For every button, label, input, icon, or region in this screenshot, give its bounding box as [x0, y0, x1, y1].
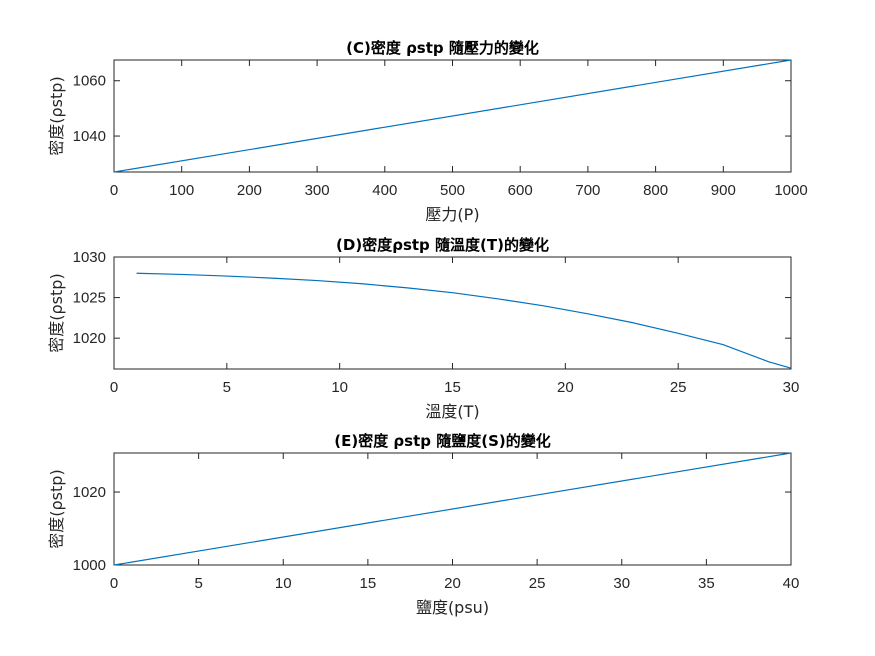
x-tick-label: 700 [575, 182, 600, 199]
y-tick-label: 1020 [73, 484, 106, 501]
x-tick-label: 200 [237, 182, 262, 199]
x-tick-label: 600 [508, 182, 533, 199]
chart-title: (D)密度ρstp 隨溫度(T)的變化 [336, 236, 549, 254]
y-axis-label: 密度(ρstp) [47, 273, 66, 352]
y-tick-label: 1025 [73, 290, 106, 307]
series-line-1 [113, 59, 792, 173]
x-tick-label: 35 [698, 575, 715, 592]
y-axis-label: 密度(ρstp) [47, 76, 66, 155]
x-tick-label: 800 [643, 182, 668, 199]
x-tick-label: 10 [331, 379, 348, 396]
x-tick-label: 900 [711, 182, 736, 199]
x-axis-label: 壓力(P) [425, 205, 479, 224]
x-tick-label: 20 [444, 575, 461, 592]
x-tick-label: 0 [110, 575, 118, 592]
y-tick-label: 1000 [73, 557, 106, 574]
x-tick-label: 20 [557, 379, 574, 396]
subplot-1: 0 100 200 300 400 500 600 700 800 900 1000 1040 1060… [47, 39, 808, 224]
series-line-1 [113, 452, 792, 566]
x-tick-label: 500 [440, 182, 465, 199]
x-tick-label: 25 [529, 575, 546, 592]
x-tick-label: 5 [194, 575, 202, 592]
x-tick-label: 100 [169, 182, 194, 199]
x-tick-label: 0 [110, 182, 118, 199]
x-tick-label: 1000 [774, 182, 807, 199]
x-tick-label: 25 [670, 379, 687, 396]
x-tick-label: 30 [613, 575, 630, 592]
x-tick-label: 300 [305, 182, 330, 199]
y-tick-label: 1060 [73, 73, 106, 90]
subplot-2: 0 5 10 15 20 25 30 1020 1025 1030 (D)密度ρstp 隨溫度(T)… [47, 236, 799, 421]
x-axis-label: 溫度(T) [425, 402, 479, 421]
y-tick-label: 1040 [73, 128, 106, 145]
x-tick-label: 40 [783, 575, 800, 592]
x-tick-label: 15 [444, 379, 461, 396]
x-tick-label: 10 [275, 575, 292, 592]
y-tick-label: 1020 [73, 330, 106, 347]
series-line-1 [136, 272, 792, 369]
x-tick-label: 30 [783, 379, 800, 396]
x-tick-label: 5 [223, 379, 231, 396]
chart-title: (C)密度 ρstp 隨壓力的變化 [346, 39, 539, 57]
x-axis-label: 鹽度(psu) [416, 598, 489, 617]
x-tick-label: 15 [360, 575, 377, 592]
plot-area-frame [113, 256, 792, 370]
subplot-3: 0 5 10 15 20 25 30 35 40 1000 1020 (E)密度 ρstp 隨鹽度(S… [47, 432, 799, 617]
x-tick-label: 400 [372, 182, 397, 199]
y-axis-label: 密度(ρstp) [47, 469, 66, 548]
y-tick-label: 1030 [73, 249, 106, 266]
x-tick-label: 0 [110, 379, 118, 396]
chart-title: (E)密度 ρstp 隨鹽度(S)的變化 [334, 432, 551, 450]
